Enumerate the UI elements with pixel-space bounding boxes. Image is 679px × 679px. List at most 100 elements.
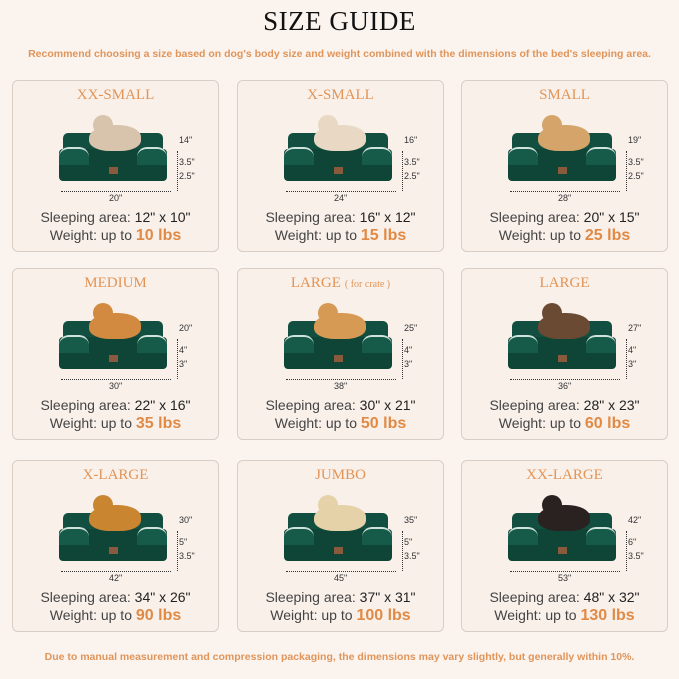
bed-bolster	[284, 335, 314, 353]
depth-dimension: 19"	[628, 135, 642, 145]
base-height: 2.5"	[628, 171, 644, 181]
dog-image	[538, 495, 590, 531]
sleeping-area: Sleeping area: 34" x 26"	[13, 589, 218, 605]
depth-dimension: 25"	[404, 323, 418, 333]
weight-limit: Weight: up to 90 lbs	[13, 607, 218, 625]
sleeping-area: Sleeping area: 16" x 12"	[238, 209, 443, 225]
sleeping-value: 37" x 31"	[359, 589, 416, 605]
bolster-height: 3.5"	[404, 157, 420, 167]
height-dimension-line	[626, 339, 627, 379]
size-title: JUMBO	[238, 467, 443, 484]
bed-bolster	[284, 147, 314, 165]
size-card: X-LARGE 42" 30" 5" 3.5" Sleeping area: 34" x …	[12, 460, 219, 632]
sleeping-value: 48" x 32"	[583, 589, 640, 605]
width-dimension-line	[286, 191, 396, 192]
sleeping-area: Sleeping area: 28" x 23"	[462, 397, 667, 413]
size-name: JUMBO	[315, 467, 366, 483]
bed-bolster	[586, 147, 616, 165]
size-name: X-SMALL	[307, 87, 374, 103]
bed-image	[508, 115, 616, 181]
sleeping-label: Sleeping area:	[489, 589, 580, 605]
bolster-height: 4"	[404, 345, 413, 355]
bed-bolster	[137, 147, 167, 165]
size-card: MEDIUM 30" 20" 4" 3" Sleeping area: 22" x 16"…	[12, 268, 219, 440]
weight-limit: Weight: up to 25 lbs	[462, 227, 667, 245]
width-dimension: 20"	[109, 193, 123, 203]
bed-label-tag	[558, 355, 567, 362]
size-title: X-LARGE	[13, 467, 218, 484]
bed-image	[284, 115, 392, 181]
sleeping-area: Sleeping area: 30" x 21"	[238, 397, 443, 413]
base-height: 2.5"	[179, 171, 195, 181]
weight-value: 100 lbs	[356, 607, 411, 624]
footer-note: Due to manual measurement and compressio…	[44, 651, 635, 663]
bed-image	[59, 303, 167, 369]
dog-head	[542, 115, 562, 135]
bolster-height: 5"	[404, 537, 413, 547]
size-note: ( for crate )	[344, 279, 391, 290]
base-height: 3"	[404, 359, 413, 369]
width-dimension-line	[510, 571, 620, 572]
height-dimension-line	[626, 151, 627, 191]
size-title: SMALL	[462, 87, 667, 104]
sleeping-label: Sleeping area:	[40, 397, 131, 413]
sleeping-area: Sleeping area: 48" x 32"	[462, 589, 667, 605]
depth-dimension: 35"	[404, 515, 418, 525]
dog-image	[538, 115, 590, 151]
weight-value: 130 lbs	[580, 607, 635, 624]
width-dimension: 38"	[334, 381, 348, 391]
weight-label: Weight: up to	[49, 607, 132, 623]
base-height: 3"	[628, 359, 637, 369]
height-dimension-line	[177, 339, 178, 379]
dog-head	[93, 495, 113, 515]
weight-limit: Weight: up to 130 lbs	[462, 607, 667, 625]
width-dimension: 45"	[334, 573, 348, 583]
width-dimension: 30"	[109, 381, 123, 391]
bed-bolster	[59, 147, 89, 165]
size-card: SMALL 28" 19" 3.5" 2.5" Sleeping area: 20" x …	[461, 80, 668, 252]
sleeping-value: 12" x 10"	[134, 209, 191, 225]
size-card: JUMBO 45" 35" 5" 3.5" Sleeping area: 37" x 31…	[237, 460, 444, 632]
depth-dimension: 14"	[179, 135, 193, 145]
bed-image	[284, 495, 392, 561]
page-title: SIZE GUIDE	[263, 6, 416, 36]
bed-bolster	[137, 335, 167, 353]
bolster-height: 3.5"	[179, 157, 195, 167]
height-dimension-line	[402, 531, 403, 571]
sleeping-label: Sleeping area:	[489, 397, 580, 413]
size-name: SMALL	[539, 87, 590, 103]
width-dimension-line	[510, 191, 620, 192]
weight-limit: Weight: up to 10 lbs	[13, 227, 218, 245]
size-title: LARGE	[462, 275, 667, 292]
sleeping-area: Sleeping area: 22" x 16"	[13, 397, 218, 413]
bed-label-tag	[109, 355, 118, 362]
size-card: XX-SMALL 20" 14" 3.5" 2.5" Sleeping area: 12"…	[12, 80, 219, 252]
size-card: X-SMALL 24" 16" 3.5" 2.5" Sleeping area: 16" …	[237, 80, 444, 252]
height-dimension-line	[177, 151, 178, 191]
sleeping-value: 22" x 16"	[134, 397, 191, 413]
weight-label: Weight: up to	[274, 415, 357, 431]
size-name: X-LARGE	[82, 467, 149, 483]
weight-label: Weight: up to	[270, 607, 353, 623]
size-name: LARGE	[539, 275, 590, 291]
dog-head	[318, 495, 338, 515]
depth-dimension: 42"	[628, 515, 642, 525]
weight-label: Weight: up to	[49, 415, 132, 431]
size-title: LARGE( for crate )	[238, 275, 443, 292]
weight-value: 25 lbs	[584, 227, 631, 244]
dog-head	[542, 303, 562, 323]
base-height: 3.5"	[179, 551, 195, 561]
height-dimension-line	[177, 531, 178, 571]
height-dimension-line	[402, 151, 403, 191]
bolster-height: 3.5"	[628, 157, 644, 167]
size-card: LARGE 36" 27" 4" 3" Sleeping area: 28" x 23" W…	[461, 268, 668, 440]
sleeping-area: Sleeping area: 12" x 10"	[13, 209, 218, 225]
weight-label: Weight: up to	[274, 227, 357, 243]
dog-image	[89, 495, 141, 531]
width-dimension: 53"	[558, 573, 572, 583]
width-dimension: 24"	[334, 193, 348, 203]
size-name: MEDIUM	[84, 275, 147, 291]
base-height: 2.5"	[404, 171, 420, 181]
size-name: XX-LARGE	[526, 467, 603, 483]
dog-image	[89, 303, 141, 339]
